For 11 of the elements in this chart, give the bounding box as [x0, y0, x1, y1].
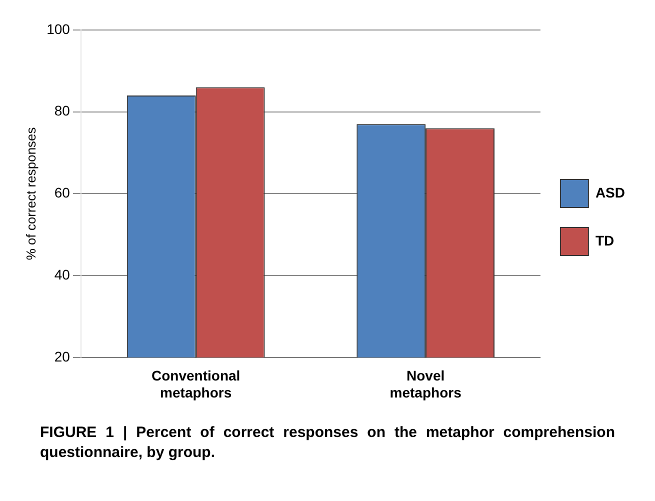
legend-label: ASD	[595, 184, 626, 200]
y-tick-label: 100	[46, 20, 70, 37]
legend-label: TD	[595, 232, 614, 248]
y-tick-label: 60	[54, 184, 70, 201]
x-tick-label: Conventional metaphors	[151, 368, 240, 400]
y-axis-title: % of correct responses	[23, 126, 38, 260]
y-tick-label: 80	[54, 102, 70, 119]
caption: FIGURE 1 | Percent of correct responses on the metaphor comprehension questionnaire, by group.	[39, 423, 616, 463]
x-tick-label: Novel metaphors	[390, 368, 462, 400]
y-tick-label: 20	[54, 348, 70, 364]
y-tick-label: 40	[54, 266, 70, 282]
